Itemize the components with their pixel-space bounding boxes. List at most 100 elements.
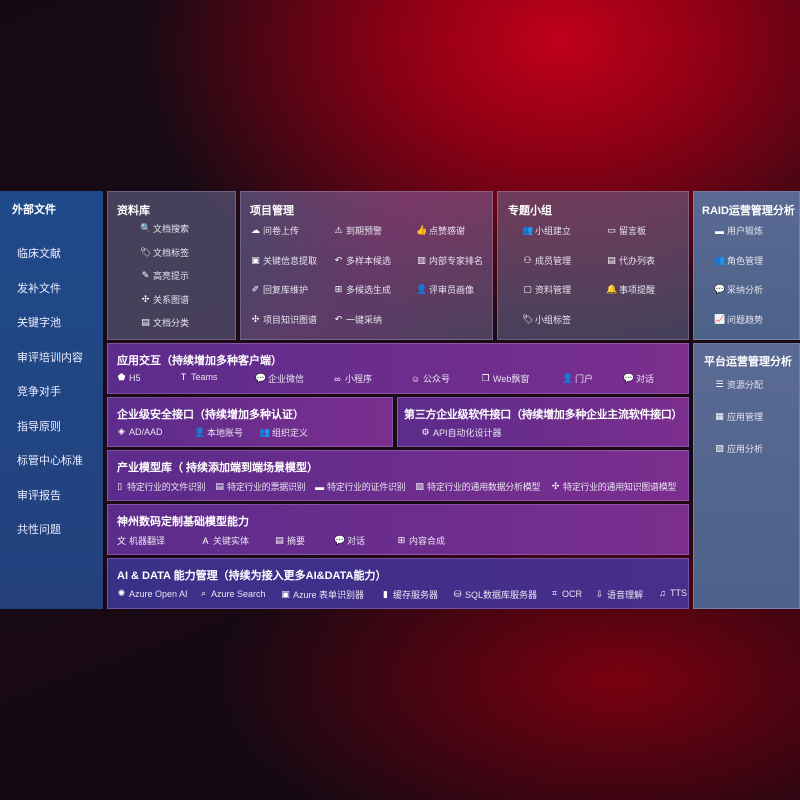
feature-label: Web飘窗: [493, 374, 530, 384]
feature-item[interactable]: ✎ 高亮提示: [140, 269, 189, 282]
feature-item[interactable]: ▬ 用户锻炼: [714, 224, 763, 237]
feature-item[interactable]: 💬 采纳分析: [714, 283, 763, 296]
feature-item[interactable]: ✣ 特定行业的通用知识图谱模型: [550, 480, 677, 493]
feature-label: 小组建立: [535, 226, 572, 236]
feature-item[interactable]: ▭ 留言板: [606, 224, 646, 237]
feature-item[interactable]: 文机器翻译: [116, 534, 165, 547]
feature-item[interactable]: ▮ 缓存服务器: [380, 588, 438, 601]
org-icon: 👥: [259, 427, 271, 437]
feature-item[interactable]: 🏷 文档标签: [140, 246, 189, 259]
feature-item[interactable]: 👤 门户: [562, 372, 593, 385]
feature-label: Teams: [191, 372, 218, 382]
feature-label: 内部专家排名: [429, 255, 484, 266]
feature-item[interactable]: ⊞ 内容合成: [396, 534, 445, 547]
feature-item[interactable]: ▣ Azure 表单识别器: [280, 588, 364, 601]
user-icon: 👤: [416, 284, 428, 294]
sidebar-item[interactable]: 竞争对手: [17, 386, 61, 398]
feature-item[interactable]: ❐ Web飘窗: [480, 372, 529, 385]
feature-item[interactable]: 👥 组织定义: [259, 426, 308, 439]
sidebar-item[interactable]: 共性问题: [17, 524, 61, 536]
feature-item[interactable]: 👥 小组建立: [522, 224, 571, 237]
user-add-icon: ⚇: [523, 254, 532, 265]
feature-label: 多样本候选: [346, 255, 392, 266]
chart-icon: ▧: [715, 443, 724, 453]
feature-label: 问题趋势: [727, 314, 764, 325]
panel-title: 项目管理: [250, 205, 294, 217]
feature-item[interactable]: ♫ TTS: [657, 588, 687, 598]
feature-item[interactable]: ⚇ 成员管理: [522, 254, 571, 267]
reply-icon: ↶: [334, 254, 343, 265]
feature-item[interactable]: ☰ 资源分配: [714, 378, 763, 391]
feature-item[interactable]: ▥ 内部专家排名: [416, 254, 483, 267]
feature-item[interactable]: 👥 角色管理: [714, 254, 763, 267]
feature-item[interactable]: ↶ 一键采纳: [333, 313, 382, 326]
project-panel: 项目管理 ☁ 问卷上传 ⚠ 到期预警 👍 点赞感谢 ▣ 关键信息提取 ↶ 多样本候选 ▥ 内部专家排名…: [240, 191, 493, 340]
feature-item[interactable]: ✣ 关系图谱: [140, 293, 189, 306]
feature-label: 文档分类: [153, 318, 190, 328]
feature-item[interactable]: A 关键实体: [200, 534, 249, 547]
feature-label: 门户: [575, 374, 594, 384]
feature-item[interactable]: ✣ 项目知识图谱: [250, 313, 317, 326]
library-panel: 资料库 🔍 文档搜索 🏷 文档标签 ✎ 高亮提示 ✣ 关系图谱 ▤ 文档分类: [107, 191, 236, 340]
feature-item[interactable]: ⬟ H5: [116, 372, 141, 383]
doc-icon: ▣: [251, 254, 260, 265]
feature-item[interactable]: 👤 本地账号: [194, 426, 243, 439]
feature-item[interactable]: ☺ 公众号: [410, 372, 450, 385]
analysis-icon: ▨: [415, 481, 424, 491]
list-icon: ☰: [715, 379, 724, 389]
feature-label: Azure Search: [211, 588, 266, 599]
feature-item[interactable]: 💬 企业微信: [255, 372, 304, 385]
feature-item[interactable]: ⛁ SQL数据库服务器: [452, 588, 537, 601]
feature-item[interactable]: ⇩ 语音理解: [594, 588, 643, 601]
feature-item[interactable]: ▤ 摘要: [274, 534, 305, 547]
interaction-panel: 应用交互（持续增加多种客户端） ⬟ H5 T Teams 💬 企业微信 ∞ 小程序 ☺ 公众号 ❐ W…: [107, 343, 689, 394]
feature-item[interactable]: ✐ 回复库维护: [250, 283, 308, 296]
feature-item[interactable]: ⚙ API自动化设计器: [420, 426, 501, 439]
panel-title: 企业级安全接口（持续增加多种认证）: [117, 409, 304, 421]
feature-item[interactable]: ✺ Azure Open AI: [116, 588, 188, 599]
feature-item[interactable]: ▦ 应用管理: [714, 410, 763, 423]
feature-item[interactable]: ∞ 小程序: [332, 372, 372, 385]
graph-icon: ✣: [251, 313, 260, 324]
feature-item[interactable]: ▨ 特定行业的通用数据分析模型: [414, 480, 540, 493]
group-panel: 专题小组 👥 小组建立 ▭ 留言板 ⚇ 成员管理 ▤ 代办列表 ▢ 资料管理 🔔 事项提醒 🏷 小组标签: [497, 191, 689, 340]
feature-label: 用户锻炼: [727, 226, 764, 236]
sidebar-item[interactable]: 关键字池: [17, 317, 61, 329]
feature-item[interactable]: ◈ AD/AAD: [116, 426, 162, 437]
feature-item[interactable]: ▢ 资料管理: [522, 283, 571, 296]
feature-item[interactable]: 🏷 小组标签: [522, 313, 571, 326]
feature-item[interactable]: ⊞ 多候选生成: [333, 283, 391, 296]
feature-item[interactable]: ↶ 多样本候选: [333, 254, 391, 267]
sidebar-item[interactable]: 审评培训内容: [17, 351, 83, 364]
feature-item[interactable]: 💬 对话: [334, 534, 365, 547]
feature-item[interactable]: 💬 对话: [623, 372, 654, 385]
feature-item[interactable]: ▬ 特定行业的证件识别: [314, 480, 405, 493]
sidebar-item[interactable]: 审评报告: [17, 489, 61, 502]
feature-item[interactable]: 👍 点赞感谢: [416, 224, 465, 237]
feature-item[interactable]: 👤 评审员画像: [416, 283, 474, 296]
feature-item[interactable]: T Teams: [178, 372, 218, 382]
bbs-icon: ▭: [607, 225, 616, 235]
feature-item[interactable]: ▧ 应用分析: [714, 442, 763, 455]
feature-item[interactable]: 🔔 事项提醒: [606, 283, 655, 296]
feature-item[interactable]: ⌕ Azure Search: [198, 588, 266, 599]
feature-item[interactable]: ▤ 代办列表: [606, 254, 655, 267]
feature-item[interactable]: ▣ 关键信息提取: [250, 254, 317, 267]
feature-item[interactable]: 🔍 文档搜索: [140, 222, 189, 235]
feature-item[interactable]: ▤ 特定行业的票据识别: [214, 480, 305, 493]
wechat-icon: 💬: [255, 373, 267, 383]
sidebar-item[interactable]: 临床文献: [17, 248, 61, 260]
feature-item[interactable]: ☁ 问卷上传: [250, 224, 299, 237]
sidebar-item[interactable]: 发补文件: [17, 282, 61, 295]
feature-item[interactable]: ⌗ OCR: [549, 588, 582, 599]
sidebar-item[interactable]: 标管中心标准: [17, 455, 83, 467]
feature-item[interactable]: 📈 问题趋势: [714, 313, 763, 326]
feature-label: 资料管理: [535, 285, 572, 295]
feature-label: Azure Open AI: [129, 588, 188, 599]
sidebar-item[interactable]: 指导原则: [17, 420, 61, 433]
feature-item[interactable]: ⚠ 到期预警: [333, 224, 382, 237]
feature-label: 企业微信: [268, 374, 305, 384]
feature-item[interactable]: ▤ 文档分类: [140, 316, 189, 329]
feature-item[interactable]: ▯ 特定行业的文件识别: [114, 480, 205, 493]
group-icon: 👥: [522, 225, 534, 235]
